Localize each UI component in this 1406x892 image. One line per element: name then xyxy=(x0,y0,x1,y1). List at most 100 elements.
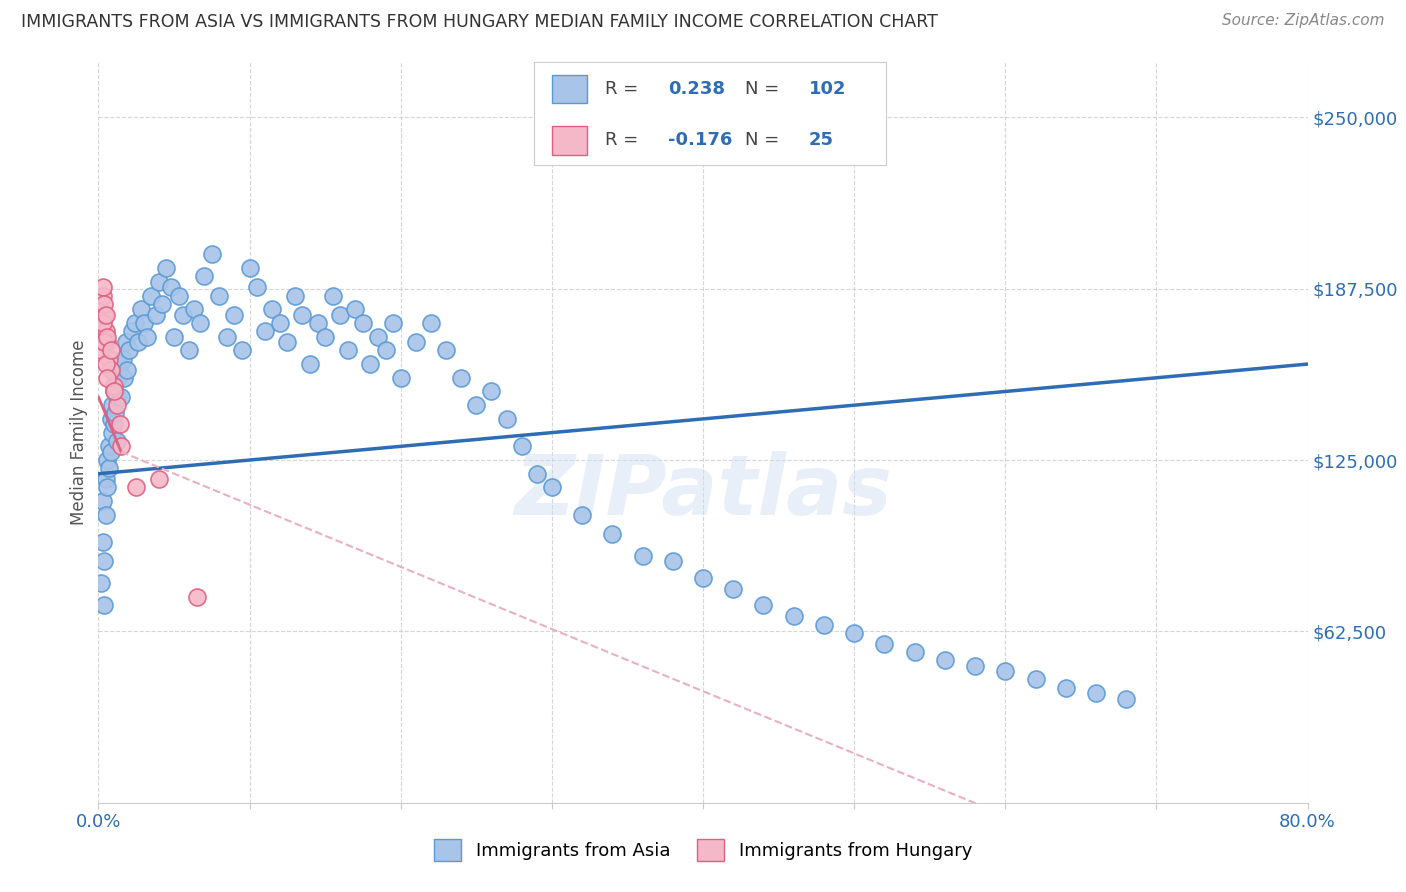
Point xyxy=(91,280,114,294)
Point xyxy=(112,371,135,385)
Point xyxy=(105,398,128,412)
Point xyxy=(110,390,132,404)
Point xyxy=(150,297,173,311)
Text: N =: N = xyxy=(745,80,779,98)
Point xyxy=(98,351,121,366)
Point xyxy=(121,324,143,338)
Point xyxy=(93,335,115,350)
Point xyxy=(107,371,129,385)
Point xyxy=(129,302,152,317)
Point xyxy=(105,434,128,448)
Point xyxy=(155,261,177,276)
Point xyxy=(389,371,412,385)
Point xyxy=(93,308,115,322)
Point xyxy=(135,329,157,343)
Point xyxy=(100,343,122,358)
Point xyxy=(329,308,352,322)
Point xyxy=(1115,691,1137,706)
Point xyxy=(813,617,835,632)
Point xyxy=(188,316,211,330)
Point xyxy=(91,494,114,508)
Point xyxy=(127,335,149,350)
Point xyxy=(291,308,314,322)
Point xyxy=(100,445,122,459)
Point xyxy=(465,398,488,412)
Point xyxy=(160,280,183,294)
Text: -0.176: -0.176 xyxy=(668,131,733,149)
Point xyxy=(93,554,115,568)
Point xyxy=(602,527,624,541)
Point xyxy=(103,417,125,432)
Text: 0.238: 0.238 xyxy=(668,80,725,98)
Point xyxy=(783,609,806,624)
Point xyxy=(526,467,548,481)
Point xyxy=(360,357,382,371)
Point xyxy=(103,384,125,399)
Point xyxy=(167,288,190,302)
Point xyxy=(253,324,276,338)
Point xyxy=(124,316,146,330)
Point xyxy=(186,590,208,604)
Point xyxy=(367,329,389,343)
Point xyxy=(904,645,927,659)
Point xyxy=(269,316,291,330)
Point xyxy=(571,508,593,522)
Point xyxy=(91,288,114,302)
Point xyxy=(94,324,117,338)
Point xyxy=(108,357,131,371)
Y-axis label: Median Family Income: Median Family Income xyxy=(70,340,89,525)
Point xyxy=(96,371,118,385)
Point xyxy=(322,288,344,302)
Point xyxy=(98,439,121,453)
Point xyxy=(299,357,322,371)
Point xyxy=(98,461,121,475)
Point xyxy=(352,316,374,330)
Point xyxy=(215,329,238,343)
Point xyxy=(201,247,224,261)
Point xyxy=(183,302,205,317)
Point xyxy=(208,288,231,302)
Point xyxy=(434,343,457,358)
Point xyxy=(1085,686,1108,700)
Point xyxy=(193,269,215,284)
Point xyxy=(96,329,118,343)
Point xyxy=(111,351,134,366)
Point xyxy=(284,288,307,302)
Point xyxy=(262,302,284,317)
Point xyxy=(307,316,329,330)
Point xyxy=(344,302,367,317)
Point xyxy=(510,439,533,453)
Point xyxy=(844,625,866,640)
Point xyxy=(172,308,194,322)
Point xyxy=(114,335,136,350)
Point xyxy=(1024,673,1046,687)
Point xyxy=(115,362,138,376)
FancyBboxPatch shape xyxy=(551,75,588,103)
Point xyxy=(118,343,141,358)
Point xyxy=(873,637,896,651)
Text: N =: N = xyxy=(745,131,779,149)
Point xyxy=(108,417,131,432)
Point xyxy=(132,316,155,330)
Point xyxy=(934,653,956,667)
Point xyxy=(141,288,163,302)
Point xyxy=(276,335,298,350)
Point xyxy=(374,343,396,358)
Point xyxy=(96,480,118,494)
Point xyxy=(481,384,503,399)
Point xyxy=(661,554,683,568)
Text: Source: ZipAtlas.com: Source: ZipAtlas.com xyxy=(1222,13,1385,29)
Point xyxy=(540,480,562,494)
Point xyxy=(101,425,124,440)
Point xyxy=(90,576,112,591)
Point xyxy=(965,658,987,673)
Point xyxy=(94,508,117,522)
Point xyxy=(495,412,517,426)
Text: IMMIGRANTS FROM ASIA VS IMMIGRANTS FROM HUNGARY MEDIAN FAMILY INCOME CORRELATION: IMMIGRANTS FROM ASIA VS IMMIGRANTS FROM … xyxy=(21,13,938,31)
Point xyxy=(96,453,118,467)
Point xyxy=(105,390,128,404)
Point xyxy=(96,335,118,350)
Point xyxy=(94,357,117,371)
Point xyxy=(382,316,405,330)
Point xyxy=(420,316,443,330)
